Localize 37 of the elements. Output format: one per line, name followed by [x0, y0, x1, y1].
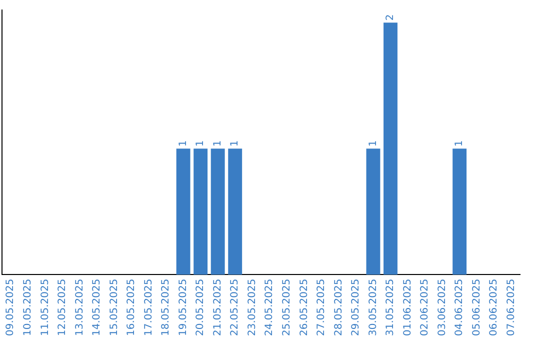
- x-tick-label: 20.05.2025: [195, 278, 206, 336]
- x-tick-label: 11.05.2025: [40, 278, 51, 336]
- x-tick-label: 27.05.2025: [316, 278, 328, 336]
- data-label: 1: [212, 140, 224, 147]
- x-tick-label: 17.05.2025: [143, 278, 154, 336]
- x-tick-label: 16.05.2025: [126, 278, 138, 336]
- x-tick-label: 02.06.2025: [420, 278, 431, 336]
- data-label: 1: [230, 140, 241, 147]
- x-tick-label: 30.05.2025: [368, 278, 379, 336]
- x-tick-label: 18.05.2025: [160, 278, 172, 336]
- x-tick-label: 15.05.2025: [108, 278, 120, 336]
- data-label: 1: [368, 140, 379, 147]
- x-tick-label: 05.06.2025: [471, 278, 482, 336]
- x-tick-label: 25.05.2025: [281, 278, 292, 336]
- x-tick-label: 26.05.2025: [298, 278, 310, 336]
- x-tick-label: 23.05.2025: [246, 278, 258, 336]
- x-tick-label: 07.06.2025: [506, 278, 517, 336]
- x-tick-label: 28.05.2025: [333, 278, 344, 336]
- data-label: 1: [195, 140, 206, 147]
- data-label: 2: [385, 14, 396, 21]
- x-tick-label: 06.06.2025: [488, 278, 500, 336]
- x-tick-label: 13.05.2025: [74, 278, 86, 336]
- x-tick-label: 04.06.2025: [454, 278, 466, 336]
- x-tick-label: 24.05.2025: [264, 278, 276, 336]
- x-tick-label: 09.05.2025: [5, 278, 16, 336]
- x-tick-label: 21.05.2025: [212, 278, 224, 336]
- x-tick-label: 03.06.2025: [436, 278, 448, 336]
- x-tick-label: 31.05.2025: [385, 278, 396, 336]
- x-tick-label: 22.05.2025: [230, 278, 241, 336]
- data-label: 1: [454, 140, 466, 147]
- x-tick-label: 10.05.2025: [22, 278, 34, 336]
- x-tick-label: 29.05.2025: [350, 278, 362, 336]
- data-label: 1: [178, 140, 189, 147]
- x-tick-label: 12.05.2025: [57, 278, 68, 336]
- x-tick-label: 01.06.2025: [402, 278, 414, 336]
- x-tick-label: 14.05.2025: [92, 278, 103, 336]
- x-tick-label: 19.05.2025: [178, 278, 189, 336]
